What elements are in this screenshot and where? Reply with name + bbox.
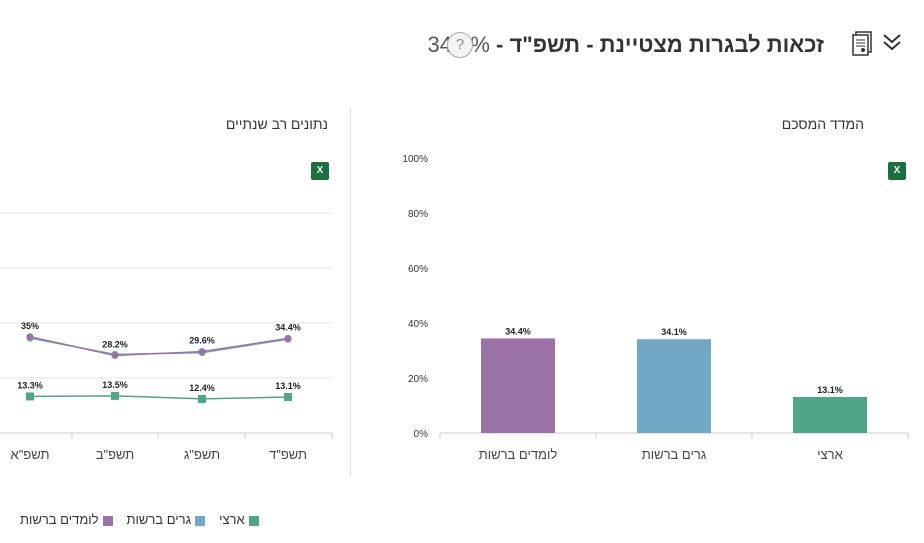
y-tick-label: 100% [402,154,428,165]
series-line [29,337,289,356]
y-tick-label: 0% [414,429,429,440]
x-tick-label: לומדים ברשות [479,447,558,462]
data-point [284,392,292,401]
line-chart: תשפ"א תשפ"ב תשפ"ג תשפ"ד 13.3% 13.5% 12.4% 13.1%… [0,212,333,462]
x-tick-label: תשפ"א [11,447,50,462]
y-tick-label: 80% [408,209,428,220]
help-button[interactable]: ? [447,32,473,58]
divider [350,108,351,476]
bar [793,396,867,433]
point-data-label: 28.2% [102,339,128,349]
point-data-label: 35% [21,321,39,331]
data-point [26,392,34,401]
bar-data-label: 13.1% [817,385,843,395]
series-line [29,395,289,400]
legend-label: גרים ברשות [126,512,192,527]
point-data-label: 29.6% [189,336,215,346]
bar [637,339,711,433]
chevron-double-down-icon[interactable] [880,30,904,60]
point-data-label: 12.4% [189,383,215,393]
excel-export-icon[interactable]: X [888,162,906,180]
bar-data-label: 34.4% [505,326,531,336]
legend-swatch [195,515,206,526]
bar [481,338,555,433]
x-tick-label: תשפ"ג [184,447,220,462]
y-tick-label: 20% [408,374,428,385]
left-section-title: נתונים רב שנתיים [225,116,328,132]
legend-item[interactable]: גרים ברשות [127,512,206,527]
page-title: זכאות לבגרות מצטיינת - תשפ"ד - 34.4% [428,32,824,58]
point-data-label: 13.5% [102,380,128,390]
legend-label: לומדים ברשות [20,512,99,527]
certificate-icon [852,31,874,62]
x-tick-label: תשפ"ב [96,447,135,462]
legend-item[interactable]: לומדים ברשות [20,512,113,527]
legend-swatch [102,515,113,526]
point-data-label: 13.1% [275,381,301,391]
data-point [198,348,206,356]
data-point [111,391,119,400]
x-tick-label: תשפ"ד [269,447,307,462]
series-line [29,336,289,357]
x-tick-label: גרים ברשות [642,447,707,462]
legend-swatch [248,515,259,526]
y-tick-label: 60% [408,264,428,275]
point-data-label: 13.3% [17,380,43,390]
point-data-label: 34.4% [275,322,301,332]
legend: ארצי גרים ברשות לומדים ברשות [20,512,259,527]
y-tick-label: 40% [408,319,428,330]
legend-label: ארצי [219,512,245,527]
data-point [284,334,292,342]
legend-item[interactable]: ארצי [219,512,259,527]
data-point [198,394,206,403]
data-point [111,351,119,359]
data-point [26,333,34,341]
excel-export-icon[interactable]: X [311,162,329,180]
title-text: זכאות לבגרות מצטיינת - תשפ"ד - [489,32,824,57]
bar-chart: 0% 20% 40% 60% 80% 100% 34.4% לומדים ברשות 34.1%… [402,154,909,462]
right-section-title: המדד המסכם [781,116,864,132]
x-tick-label: ארצי [817,447,843,462]
bar-data-label: 34.1% [661,327,687,337]
